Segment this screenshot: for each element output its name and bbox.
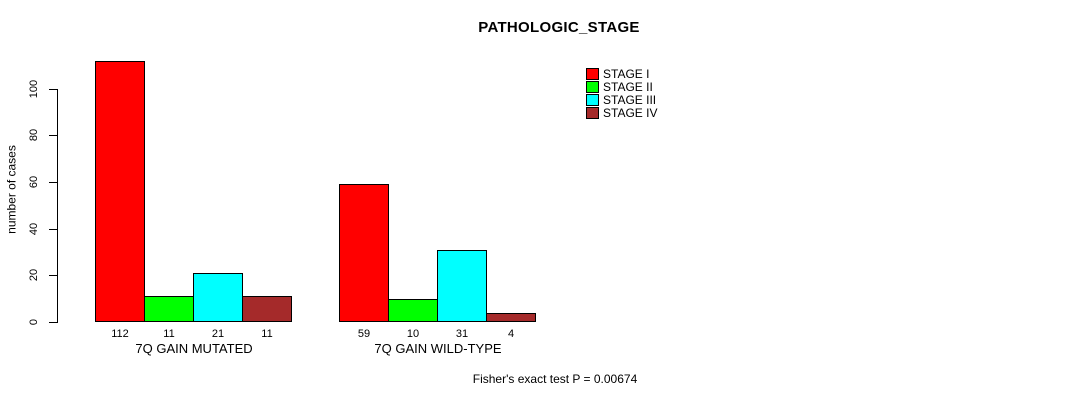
bar-stage-iv-7q-gain-mutated [242, 296, 292, 322]
bar-stage-ii-7q-gain-wild-type [388, 299, 438, 322]
legend-item: STAGE IV [586, 105, 658, 120]
bar-stage-iii-7q-gain-mutated [193, 273, 243, 322]
bar-value-label: 11 [163, 328, 175, 340]
y-axis-tick-label: 0 [28, 318, 40, 326]
legend-swatch-stage-i [586, 67, 599, 80]
y-axis-tick [49, 89, 57, 90]
y-axis-tick [49, 182, 57, 183]
bar-stage-iv-7q-gain-wild-type [486, 313, 536, 322]
bar-stage-i-7q-gain-mutated [95, 61, 145, 322]
y-axis-tick [49, 229, 57, 230]
legend: STAGE I STAGE II STAGE III STAGE IV [586, 66, 658, 120]
legend-item: STAGE I [586, 66, 657, 81]
y-axis-tick-label: 60 [28, 175, 40, 189]
bar-stage-i-7q-gain-wild-type [339, 184, 389, 322]
bar-stage-ii-7q-gain-mutated [144, 296, 194, 322]
bar-value-label: 21 [211, 328, 225, 340]
legend-swatch-stage-iii [586, 93, 599, 106]
legend-item: STAGE II [586, 79, 657, 94]
bar-value-label: 31 [455, 328, 469, 340]
y-axis-tick-label: 80 [28, 128, 40, 142]
y-axis-tick-label: 100 [28, 79, 40, 99]
legend-item: STAGE III [586, 92, 657, 107]
group-label-7q-gain-wild-type: 7Q GAIN WILD-TYPE [374, 341, 502, 356]
legend-item-label: STAGE I [603, 66, 650, 81]
legend-item-label: STAGE III [603, 92, 657, 107]
y-axis-tick-label: 20 [28, 268, 40, 282]
bar-value-label: 10 [406, 328, 420, 340]
y-axis-tick-label: 40 [28, 222, 40, 236]
y-axis-tick [49, 322, 57, 323]
bar-value-label: 112 [111, 328, 129, 340]
bar-stage-iii-7q-gain-wild-type [437, 250, 487, 322]
fisher-test-annotation: Fisher's exact test P = 0.00674 [472, 372, 638, 386]
y-axis-line [57, 89, 58, 323]
legend-swatch-stage-iv [586, 106, 599, 119]
bar-value-label: 4 [507, 328, 515, 340]
group-label-7q-gain-mutated: 7Q GAIN MUTATED [135, 341, 253, 356]
bar-value-label: 11 [261, 328, 273, 340]
legend-item-label: STAGE IV [603, 105, 658, 120]
legend-item-label: STAGE II [603, 79, 653, 94]
y-axis-tick [49, 135, 57, 136]
bar-value-label: 59 [357, 328, 371, 340]
y-axis-tick [49, 275, 57, 276]
legend-swatch-stage-ii [586, 80, 599, 93]
chart-title: PATHOLOGIC_STAGE [478, 19, 640, 36]
